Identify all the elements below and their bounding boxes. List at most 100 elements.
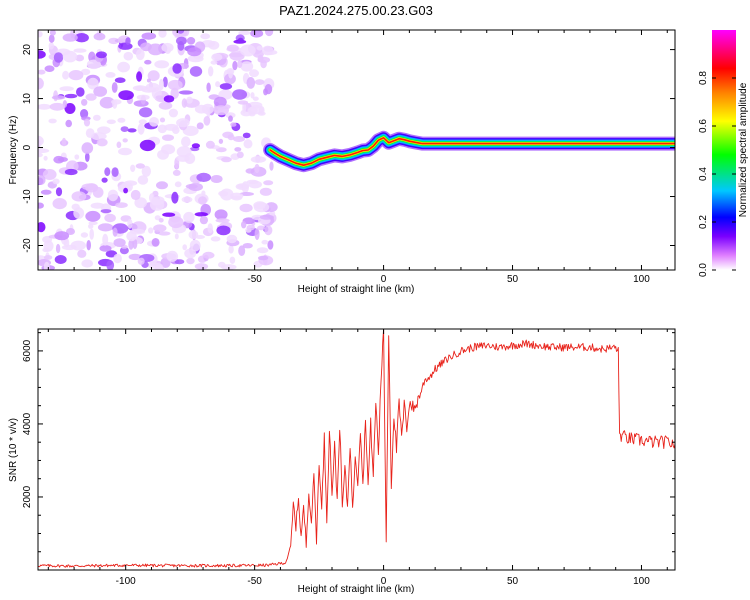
noise-blob <box>52 198 67 210</box>
noise-blob <box>162 212 176 217</box>
noise-blob <box>62 70 70 80</box>
noise-blob <box>254 79 265 85</box>
colorbar-ticks: 0.0 0.2 0.4 0.6 0.8 <box>698 71 736 277</box>
noise-blob <box>216 225 231 236</box>
noise-blob <box>43 155 48 161</box>
noise-blob <box>38 50 46 59</box>
noise-blob <box>182 244 187 251</box>
noise-blob <box>185 184 198 189</box>
noise-blob <box>161 144 176 155</box>
noise-blob <box>259 187 272 196</box>
y-tick-label: 0 <box>22 144 33 150</box>
noise-blob <box>91 132 107 141</box>
noise-blob <box>162 134 174 141</box>
spectrogram-ylabel: Frequency (Hz) <box>8 116 19 185</box>
noise-blob <box>208 40 220 50</box>
noise-blob <box>54 231 70 241</box>
noise-blob <box>115 202 128 209</box>
noise-blob <box>86 59 101 70</box>
noise-blob <box>127 128 137 133</box>
noise-blob <box>138 107 153 118</box>
noise-blob <box>85 152 90 162</box>
noise-blob <box>177 30 185 34</box>
noise-blob <box>206 106 211 119</box>
noise-blob <box>246 224 255 231</box>
noise-blob <box>123 51 134 61</box>
noise-blob <box>141 165 151 177</box>
noise-blob <box>92 186 104 198</box>
x-tick-label: 100 <box>633 274 650 285</box>
noise-blob <box>148 227 154 234</box>
x-tick-label: 0 <box>381 274 387 285</box>
noise-blob <box>215 81 221 88</box>
noise-blob <box>97 126 111 135</box>
noise-blob <box>144 59 152 65</box>
noise-blob <box>120 126 129 132</box>
noise-blob <box>43 255 53 260</box>
snr-axes: -100 -50 0 50 100 2000 4000 6000 <box>22 329 675 587</box>
noise-blob <box>259 214 274 220</box>
noise-blob <box>237 37 244 43</box>
snr-ylabel: SNR (10 * v/v) <box>8 418 19 482</box>
snr-series-line <box>38 329 675 568</box>
noise-blob <box>219 83 233 90</box>
noise-blob <box>263 88 268 96</box>
noise-blob <box>174 259 185 265</box>
snr-panel: -100 -50 0 50 100 2000 4000 6000 Height of stra… <box>8 328 676 595</box>
x-tick-label: -50 <box>247 274 262 285</box>
colorbar-tick-label: 0.4 <box>698 167 709 181</box>
noise-blob <box>135 48 145 61</box>
y-tick-label: 4000 <box>22 412 33 435</box>
noise-blob <box>263 180 274 186</box>
noise-blob <box>96 51 107 59</box>
noise-blob <box>86 240 91 251</box>
noise-blob <box>136 71 143 82</box>
noise-blob <box>176 146 192 158</box>
noise-blob <box>76 87 85 97</box>
noise-blob <box>151 238 160 247</box>
noise-blob <box>54 255 67 264</box>
noise-blob <box>119 246 129 255</box>
noise-blob <box>137 175 149 185</box>
noise-blob <box>68 70 84 81</box>
y-tick-label: 6000 <box>22 339 33 362</box>
noise-blob <box>38 31 43 38</box>
noise-blob <box>40 189 52 195</box>
noise-blob <box>102 233 109 246</box>
noise-blob <box>215 218 230 223</box>
noise-blob <box>238 30 251 36</box>
noise-blob <box>57 157 68 162</box>
noise-blob <box>232 89 248 100</box>
noise-blob <box>221 156 232 163</box>
noise-blob <box>117 117 126 123</box>
noise-blob <box>236 151 244 159</box>
noise-blob <box>38 77 44 90</box>
noise-blob <box>229 256 236 264</box>
ridge-band <box>269 137 675 166</box>
colorbar: 0.0 0.2 0.4 0.6 0.8 Normalized spectral ampl… <box>698 30 749 277</box>
noise-blob <box>242 243 253 249</box>
noise-blob <box>126 231 137 242</box>
noise-blob <box>93 114 101 121</box>
noise-blob <box>127 218 133 229</box>
noise-blob <box>139 139 156 152</box>
noise-blob <box>55 187 63 197</box>
noise-blob <box>257 255 269 261</box>
noise-blob <box>118 147 132 156</box>
spectrogram-noise-blobs <box>38 30 278 270</box>
noise-blob <box>83 118 91 127</box>
x-tick-label: -100 <box>116 576 136 587</box>
noise-blob <box>99 245 112 252</box>
noise-blob <box>44 65 55 72</box>
noise-blob <box>38 69 46 75</box>
noise-blob <box>181 196 193 203</box>
noise-blob <box>196 122 204 130</box>
noise-blob <box>208 66 214 77</box>
noise-blob <box>168 108 178 118</box>
colorbar-gradient <box>712 30 736 270</box>
noise-blob <box>189 239 201 252</box>
noise-blob <box>137 123 145 135</box>
noise-blob <box>218 190 229 197</box>
noise-blob <box>207 223 213 234</box>
noise-blob <box>187 47 202 57</box>
